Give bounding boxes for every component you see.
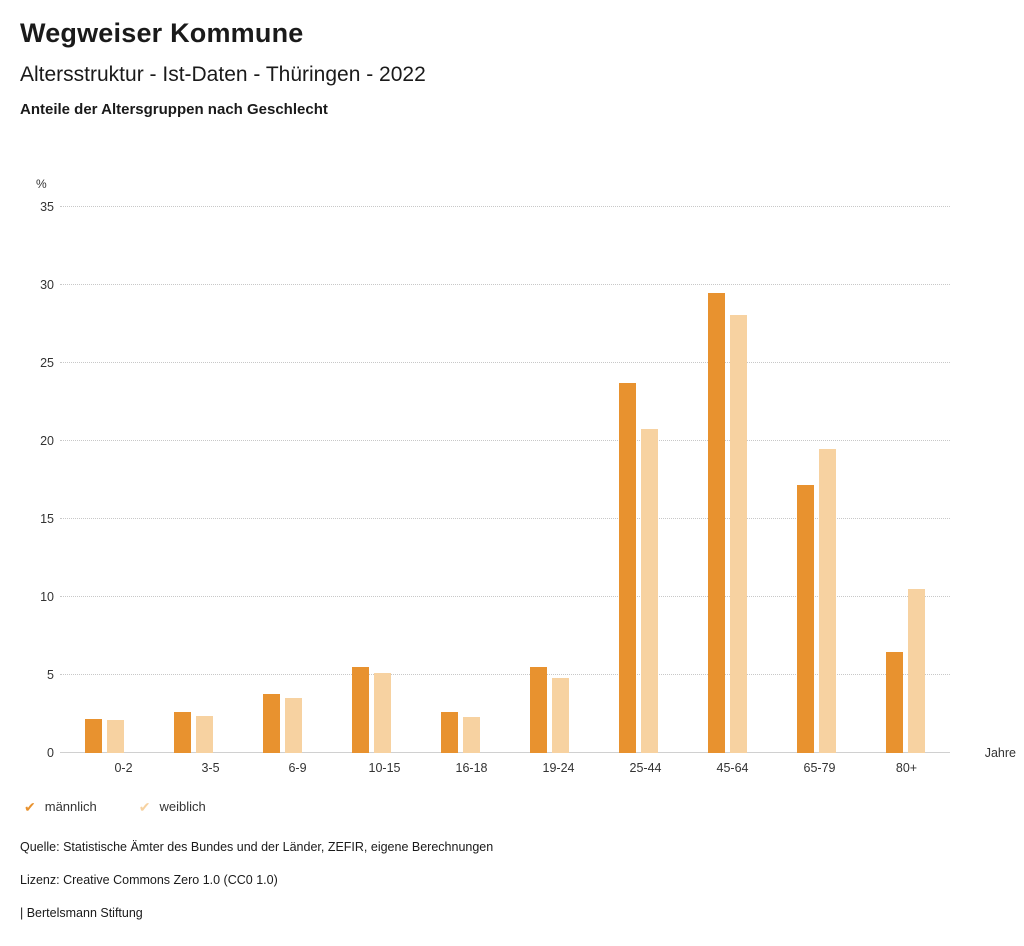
gridline-5 [60, 674, 950, 675]
bar-männlich-16-18[interactable] [441, 712, 458, 753]
bar-weiblich-19-24[interactable] [552, 678, 569, 753]
gridline-25 [60, 362, 950, 363]
bar-männlich-80+[interactable] [886, 651, 903, 753]
y-tick-label-5: 5 [47, 668, 54, 682]
legend-item-männlich[interactable]: ✔ männlich [24, 799, 97, 814]
legend-label: weiblich [159, 799, 206, 814]
bar-männlich-6-9[interactable] [263, 693, 280, 753]
gridline-20 [60, 440, 950, 441]
bar-weiblich-10-15[interactable] [374, 673, 391, 753]
bar-group-3-5 [149, 207, 238, 753]
x-tick-label-10-15: 10-15 [368, 761, 401, 775]
x-tick-label-19-24: 19-24 [542, 761, 575, 775]
bar-group-65-79 [772, 207, 861, 753]
chart-footer: Quelle: Statistische Ämter des Bundes un… [20, 840, 1004, 921]
gridline-35 [60, 206, 950, 207]
legend-check-icon: ✔ [138, 798, 151, 815]
bar-weiblich-80+[interactable] [908, 589, 925, 753]
x-tick-label-3-5: 3-5 [201, 761, 220, 775]
y-tick-label-0: 0 [47, 746, 54, 760]
legend-item-weiblich[interactable]: ✔ weiblich [139, 799, 206, 814]
y-axis-unit-label: % [36, 177, 47, 191]
x-tick-label-6-9: 6-9 [288, 761, 307, 775]
chart-subtitle: Altersstruktur - Ist-Daten - Thüringen -… [20, 63, 426, 86]
x-axis-labels: 0-2 3-5 6-9 10-15 16-18 19-24 25-44 45-64 65-79 8… [80, 761, 950, 775]
gridline-0 [60, 752, 950, 753]
attribution-text: | Bertelsmann Stiftung [20, 906, 143, 920]
bar-group-10-15 [327, 207, 416, 753]
y-tick-label-25: 25 [40, 356, 54, 370]
bar-group-0-2 [60, 207, 149, 753]
y-tick-label-10: 10 [40, 590, 54, 604]
bar-group-19-24 [505, 207, 594, 753]
x-tick-label-80+: 80+ [895, 761, 918, 775]
legend-label: männlich [44, 799, 97, 814]
x-tick-label-16-18: 16-18 [455, 761, 488, 775]
source-text: Quelle: Statistische Ämter des Bundes un… [20, 840, 494, 854]
chart-heading: Anteile der Altersgruppen nach Geschlech… [20, 101, 328, 118]
bar-männlich-45-64[interactable] [708, 292, 725, 753]
x-tick-label-25-44: 25-44 [629, 761, 662, 775]
bar-group-16-18 [416, 207, 505, 753]
bar-weiblich-65-79[interactable] [819, 448, 836, 753]
x-tick-label-45-64: 45-64 [716, 761, 749, 775]
y-tick-label-20: 20 [40, 434, 54, 448]
bar-group-25-44 [594, 207, 683, 753]
plot-area [60, 206, 950, 753]
bar-männlich-19-24[interactable] [530, 667, 547, 753]
bar-weiblich-16-18[interactable] [463, 717, 480, 753]
x-axis-unit-label: Jahre [984, 746, 1016, 760]
bar-männlich-3-5[interactable] [174, 712, 191, 753]
gridline-10 [60, 596, 950, 597]
legend-check-icon: ✔ [24, 798, 36, 815]
bar-weiblich-3-5[interactable] [196, 715, 213, 753]
bar-chart: % 0 5 10 15 20 25 30 35 Jahre [20, 177, 1016, 760]
bar-group-6-9 [238, 207, 327, 753]
y-axis: 0 5 10 15 20 25 30 35 [20, 200, 54, 760]
bar-weiblich-6-9[interactable] [285, 698, 302, 753]
y-tick-label-30: 30 [40, 278, 54, 292]
bar-group-80+ [861, 207, 950, 753]
x-tick-label-0-2: 0-2 [114, 761, 133, 775]
bar-männlich-65-79[interactable] [797, 484, 814, 753]
gridline-15 [60, 518, 950, 519]
bar-groups [60, 207, 950, 753]
bar-weiblich-25-44[interactable] [641, 428, 658, 753]
x-tick-label-65-79: 65-79 [803, 761, 836, 775]
bar-männlich-10-15[interactable] [352, 667, 369, 753]
y-tick-label-35: 35 [40, 200, 54, 214]
bar-männlich-25-44[interactable] [619, 383, 636, 753]
bar-weiblich-45-64[interactable] [730, 314, 747, 753]
chart-legend: ✔ männlich ✔ weiblich [24, 799, 1004, 814]
page-title: Wegweiser Kommune [20, 18, 304, 48]
y-tick-label-15: 15 [40, 512, 54, 526]
bar-männlich-0-2[interactable] [85, 718, 102, 753]
license-text: Lizenz: Creative Commons Zero 1.0 (CC0 1… [20, 873, 278, 887]
bar-weiblich-0-2[interactable] [107, 720, 124, 753]
bar-group-45-64 [683, 207, 772, 753]
gridline-30 [60, 284, 950, 285]
